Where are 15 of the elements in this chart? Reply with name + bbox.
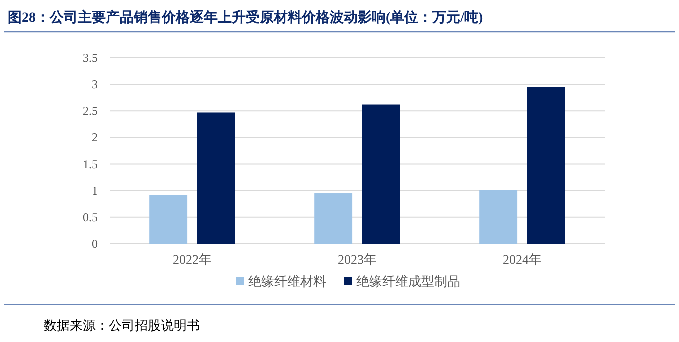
- x-tick-label: 2023年: [338, 252, 377, 267]
- y-tick-label: 2: [92, 130, 98, 145]
- x-tick-label: 2022年: [173, 252, 212, 267]
- title: 图28：公司主要产品销售价格逐年上升受原材料价格波动影响(单位：万元/吨): [8, 11, 484, 26]
- legend-label: 绝缘纤维材料: [248, 274, 326, 289]
- y-tick-label: 2.5: [83, 104, 98, 118]
- legend-label: 绝缘纤维成型制品: [356, 274, 460, 289]
- y-tick-label: 1.5: [83, 157, 98, 172]
- y-tick-label: 1: [92, 184, 98, 198]
- y-tick-label: 3.5: [83, 51, 98, 65]
- y-tick-label: 0.5: [83, 210, 98, 224]
- y-tick-label: 3: [92, 78, 98, 92]
- y-tick-label: 0: [92, 237, 98, 251]
- x-tick-label: 2024年: [503, 252, 542, 267]
- source-note: 数据来源：公司招股说明书: [44, 318, 200, 333]
